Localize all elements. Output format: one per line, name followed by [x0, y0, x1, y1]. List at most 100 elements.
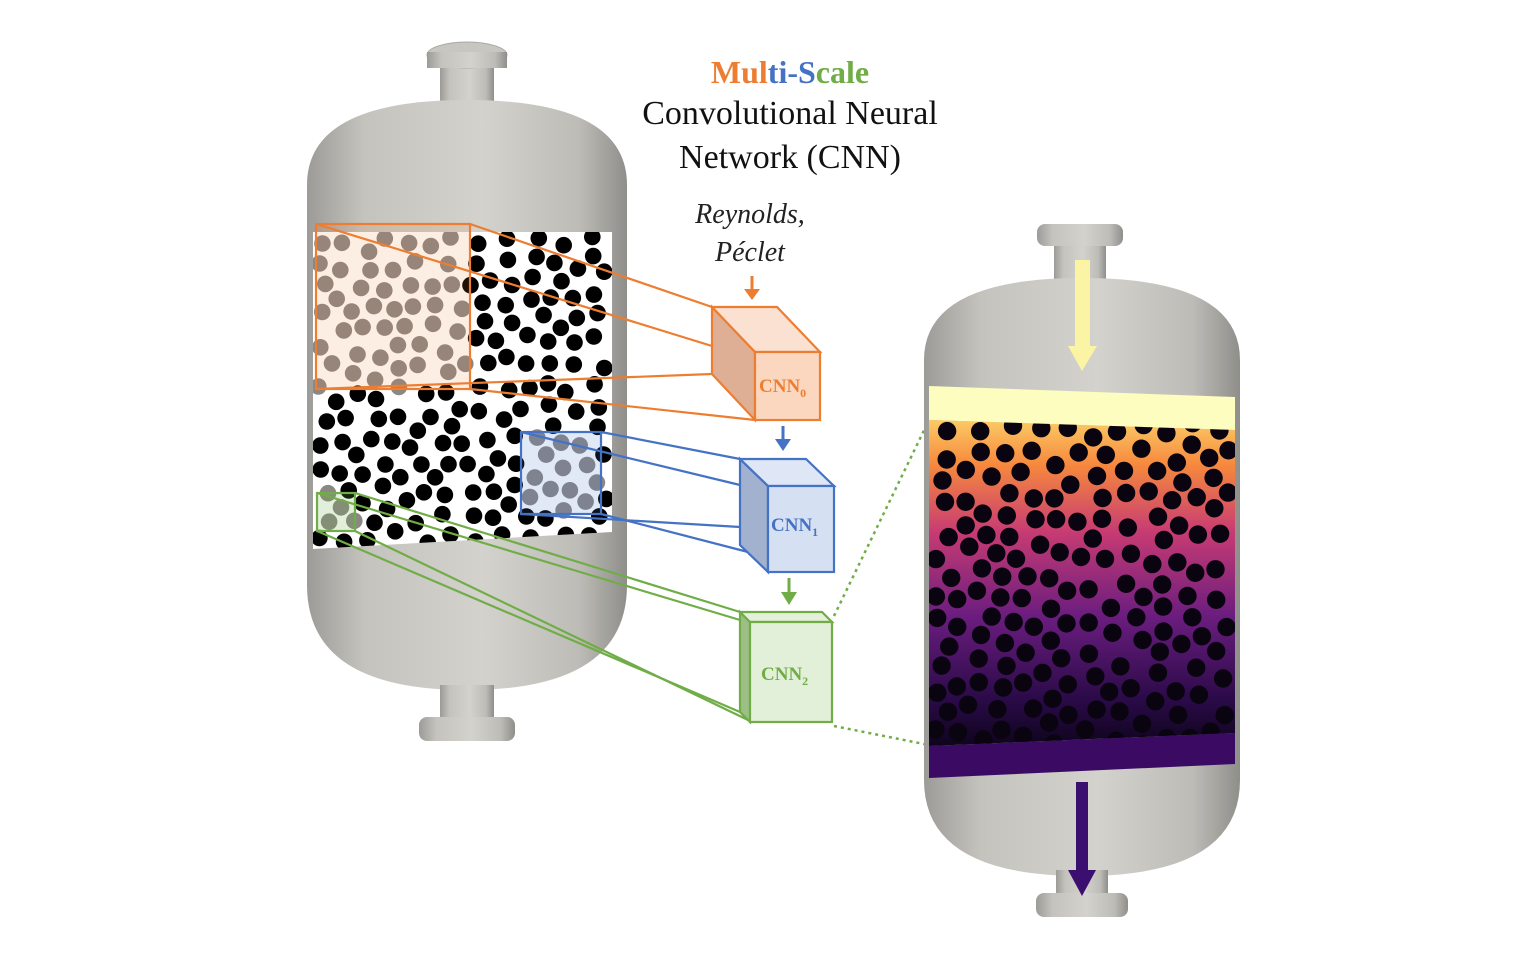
- scale2-zoom: [315, 491, 749, 721]
- title-part-cale: cale: [815, 54, 870, 90]
- bed-particle: [331, 465, 349, 482]
- prediction-particle: [1093, 488, 1112, 508]
- bed-particle: [498, 348, 515, 366]
- bed-particle: [328, 290, 346, 308]
- bed-particle: [586, 376, 603, 393]
- scale0-connector-3: [315, 372, 713, 391]
- bed-particle: [451, 400, 469, 418]
- prediction-particle: [1059, 705, 1078, 725]
- outlet-band: [929, 733, 1235, 778]
- bed-particle: [366, 371, 384, 389]
- prediction-particle: [1050, 543, 1069, 562]
- bed-particle: [440, 455, 457, 473]
- prediction-particle: [940, 637, 959, 656]
- prediction-particle: [1118, 518, 1138, 537]
- prediction-particle: [1111, 657, 1130, 676]
- prediction-particle: [1023, 699, 1043, 718]
- bed-particle: [569, 260, 587, 277]
- outlet-arrow: [1068, 782, 1096, 896]
- bed-particle: [413, 456, 430, 473]
- left-vessel-bottom-flange: [419, 717, 515, 741]
- bed-particle: [392, 468, 409, 486]
- bed-particle: [363, 430, 380, 448]
- prediction-particle: [1041, 599, 1061, 618]
- prediction-particle: [1168, 553, 1187, 572]
- prediction-particle: [1217, 617, 1235, 637]
- cnn2-label: CNN2: [761, 664, 808, 688]
- bed-particle: [443, 417, 461, 435]
- bed-particle: [528, 429, 546, 446]
- bed-particle: [519, 326, 536, 344]
- bed-particle: [524, 268, 541, 286]
- prediction-particle: [1166, 682, 1185, 701]
- title-multi-scale: Multi-Scale: [600, 52, 980, 92]
- bed-particle: [313, 378, 327, 395]
- bed-particle: [487, 332, 505, 350]
- prediction-particle: [1157, 424, 1176, 443]
- prediction-particle: [942, 568, 961, 588]
- prediction-particle: [1210, 524, 1230, 543]
- bed-particle: [424, 315, 442, 333]
- prediction-particle: [929, 683, 947, 702]
- bed-particle: [561, 482, 579, 499]
- prediction-particle: [982, 467, 1001, 486]
- bed-particle: [453, 300, 471, 318]
- prediction-particle: [1133, 630, 1152, 650]
- scale2-connector-4: [354, 530, 749, 721]
- bed-particle: [585, 328, 603, 345]
- inlet-band: [929, 386, 1235, 430]
- bed-particle: [517, 355, 535, 372]
- bed-particle: [360, 243, 378, 260]
- bed-particle: [526, 469, 544, 486]
- prediction-particle: [1116, 574, 1136, 593]
- bed-particle: [544, 417, 562, 435]
- prediction-particle: [1178, 586, 1197, 606]
- bed-particle: [314, 235, 331, 252]
- bed-particle: [518, 508, 535, 525]
- bed-particle: [424, 278, 441, 295]
- bed-particle: [584, 232, 601, 246]
- prediction-particle: [1011, 462, 1030, 482]
- prediction-particle: [1006, 549, 1026, 568]
- bed-particle: [442, 232, 459, 246]
- cnn1-to-cnn2-arrow: [781, 578, 797, 605]
- prediction-particle: [1046, 510, 1066, 529]
- input-reynolds: Reynolds,: [695, 199, 805, 230]
- bed-particle: [442, 526, 459, 543]
- bed-particle: [422, 408, 439, 426]
- bed-particle: [489, 450, 507, 467]
- prediction-particle: [1132, 714, 1152, 734]
- bed-particle: [415, 484, 433, 501]
- prediction-particle: [1071, 547, 1091, 567]
- bed-particle: [320, 513, 338, 530]
- prediction-particle: [1167, 453, 1187, 472]
- bed-particle: [530, 232, 548, 247]
- prediction-particle: [932, 656, 951, 675]
- prediction-particle: [1168, 705, 1188, 725]
- prediction-particle: [1086, 667, 1105, 686]
- bed-particle: [396, 317, 413, 335]
- prediction-particle: [1189, 685, 1209, 704]
- bed-particle: [386, 301, 403, 318]
- bed-particle: [542, 480, 559, 498]
- bed-particle: [596, 359, 612, 377]
- prediction-particle: [939, 527, 958, 547]
- bed-particle: [476, 312, 494, 330]
- prediction-particle: [1075, 720, 1095, 739]
- bed-particle: [555, 236, 572, 254]
- bed-particle: [354, 466, 371, 483]
- prediction-particle: [1186, 563, 1205, 582]
- bed-particle: [376, 282, 393, 299]
- prediction-particle: [1012, 588, 1031, 608]
- bed-particle: [376, 232, 394, 247]
- prediction-particle: [1139, 482, 1158, 501]
- bed-particle: [411, 336, 429, 353]
- bed-particle: [484, 509, 502, 526]
- cnn1-cube-front: [766, 484, 836, 574]
- prediction-particle: [938, 702, 958, 721]
- prediction-particle: [1121, 679, 1140, 698]
- cnn2-cube-side: [738, 609, 752, 725]
- bed-particle: [343, 303, 360, 320]
- bed-particle: [386, 523, 404, 540]
- bed-particle: [465, 507, 483, 524]
